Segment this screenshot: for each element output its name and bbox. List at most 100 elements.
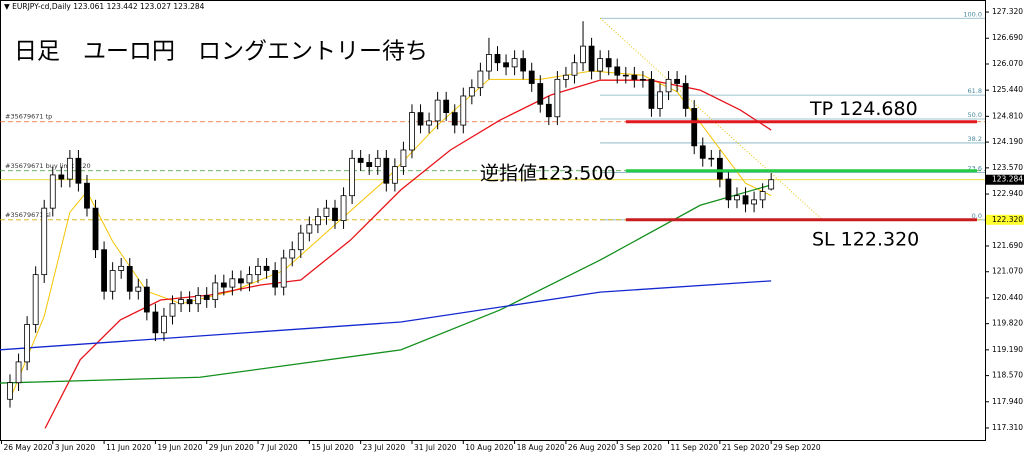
y-tick-label: 124.810 xyxy=(992,111,1023,120)
candle-body xyxy=(451,112,458,126)
candle-body xyxy=(178,299,184,305)
candle-body xyxy=(297,232,304,251)
candle-body xyxy=(220,282,227,288)
x-tick-label: 29 Jun 2020 xyxy=(209,443,254,452)
price-tag xyxy=(986,214,1024,225)
candle-body xyxy=(383,157,390,184)
x-tick-label: 29 Sep 2020 xyxy=(773,443,821,452)
y-tick-label: 119.820 xyxy=(992,319,1023,328)
fib-label: 23.6 xyxy=(968,164,982,172)
candle-body xyxy=(545,103,552,118)
candle-body xyxy=(289,249,296,259)
x-tick-label: 3 Sep 2020 xyxy=(619,443,662,452)
candle-body xyxy=(434,99,441,122)
candle-body xyxy=(41,207,48,276)
annotation: 逆指値123.500 xyxy=(480,162,616,184)
price-tag-label: 122.320 xyxy=(992,215,1023,224)
candle-body xyxy=(118,265,125,271)
candle-body xyxy=(614,66,621,76)
candle-body xyxy=(203,295,210,300)
annotation: TP 124.680 xyxy=(809,98,918,120)
candle-body xyxy=(682,83,689,109)
price-tag-label: 123.284 xyxy=(992,175,1023,184)
candle-body xyxy=(391,166,398,184)
candle-body xyxy=(734,195,740,201)
candle-body xyxy=(255,265,261,276)
order-label: #35679671 tp xyxy=(5,113,52,121)
x-tick-label: 15 Jul 2020 xyxy=(311,443,354,452)
x-tick-label: 3 Jun 2020 xyxy=(55,443,96,452)
candle-body xyxy=(101,249,107,292)
candle-body xyxy=(648,78,655,109)
candle-body xyxy=(349,157,356,197)
candle-body xyxy=(152,311,159,334)
candle-body xyxy=(426,120,432,126)
x-tick-label: 31 Jul 2020 xyxy=(414,443,457,452)
candle-body xyxy=(674,78,681,84)
candle-body xyxy=(332,207,338,222)
candle-body xyxy=(486,54,492,72)
candle-body xyxy=(725,178,732,201)
candle-body xyxy=(7,382,13,400)
candle-body xyxy=(357,157,364,163)
chart-title: 日足 ユーロ円 ロングエントリー待ち xyxy=(14,39,428,65)
candle-body xyxy=(374,157,381,168)
fib-label: 61.8 xyxy=(968,87,982,95)
annotation: SL 122.320 xyxy=(812,228,919,250)
candle-body xyxy=(246,274,253,284)
candle-body xyxy=(503,62,509,68)
x-tick-label: 11 Jun 2020 xyxy=(106,443,151,452)
candle-body xyxy=(605,58,612,68)
candle-body xyxy=(571,62,578,76)
candle-body xyxy=(238,278,244,284)
candle-body xyxy=(169,303,176,317)
candle-body xyxy=(580,45,586,64)
ma-line xyxy=(0,280,772,351)
fib-label: 38.2 xyxy=(968,135,982,143)
ma-line xyxy=(0,184,772,384)
candle-body xyxy=(597,58,604,72)
candle-body xyxy=(691,108,698,147)
x-tick-label: 19 Jun 2020 xyxy=(157,443,202,452)
candle-body xyxy=(143,286,150,313)
candle-body xyxy=(716,157,723,180)
candle-body xyxy=(468,87,475,97)
candle-body xyxy=(323,207,330,217)
candle-body xyxy=(32,274,39,325)
fib-diagonal xyxy=(599,17,823,221)
price-tag xyxy=(986,174,1024,185)
candle-body xyxy=(563,74,569,80)
candle-body xyxy=(520,58,527,72)
fib-label: 0.0 xyxy=(972,212,982,220)
candle-body xyxy=(460,95,467,126)
candle-body xyxy=(588,45,595,72)
x-tick-label: 23 Jul 2020 xyxy=(363,443,406,452)
candle-body xyxy=(66,157,73,180)
header: ▼ EURJPY-cd,Daily 123.061 123.442 123.02… xyxy=(4,2,205,11)
fib-label: 100.0 xyxy=(963,10,982,18)
order-label: #35679671 buy limit 0.20 xyxy=(5,162,91,170)
candle-body xyxy=(665,78,672,93)
candle-body xyxy=(263,265,270,271)
candle-body xyxy=(366,162,373,168)
candle-body xyxy=(759,191,766,201)
candle-body xyxy=(631,74,638,80)
candle-body xyxy=(708,157,715,160)
x-tick-label: 7 Jul 2020 xyxy=(260,443,298,452)
candle-body xyxy=(212,282,219,300)
candle-body xyxy=(314,216,321,226)
candle-body xyxy=(751,199,757,205)
candle-body xyxy=(417,112,424,126)
candle-body xyxy=(768,179,775,190)
fib-label: 50.0 xyxy=(968,111,982,119)
candle-body xyxy=(742,195,749,205)
x-tick-label: 10 Aug 2020 xyxy=(465,443,513,452)
candle-body xyxy=(554,78,561,118)
y-tick-label: 117.940 xyxy=(992,397,1023,406)
candle-body xyxy=(15,361,22,384)
candle-body xyxy=(340,195,347,222)
candle-body xyxy=(24,324,31,363)
candle-body xyxy=(511,58,518,68)
